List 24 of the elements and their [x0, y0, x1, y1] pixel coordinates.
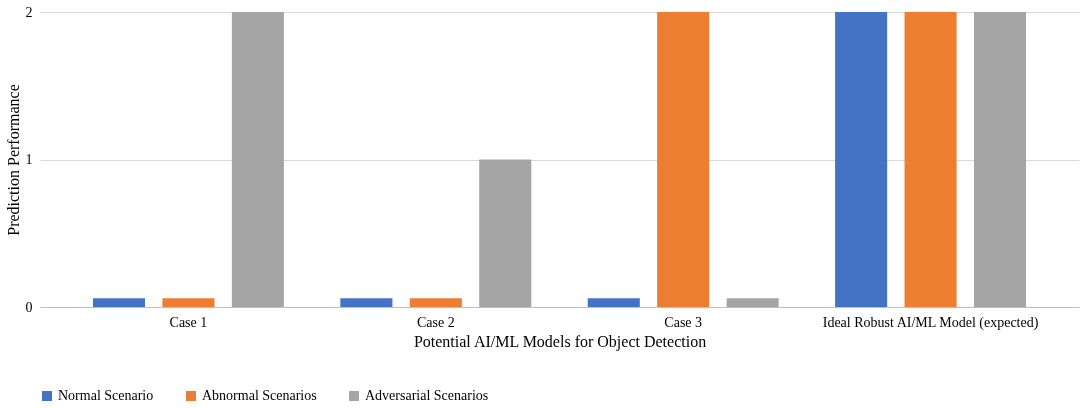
bar: [904, 12, 957, 307]
bar: [231, 12, 284, 307]
bar: [340, 298, 393, 307]
bar: [835, 12, 888, 307]
bar: [409, 298, 462, 307]
bar: [973, 12, 1027, 307]
y-tick-label: 2: [25, 4, 33, 20]
bar: [587, 298, 640, 307]
x-axis-title: Potential AI/ML Models for Object Detection: [413, 332, 707, 351]
x-tick-label: Ideal Robust AI/ML Model (expected): [822, 314, 1039, 331]
legend-label: Adversarial Scenarios: [365, 388, 489, 403]
y-tick-label: 1: [25, 152, 33, 167]
x-tick-label: Case 1: [169, 314, 208, 330]
bar: [92, 298, 146, 307]
bar: [726, 298, 779, 307]
legend-label: Abnormal Scenarios: [202, 388, 317, 403]
bar: [162, 298, 215, 307]
legend-label: Normal Scenario: [58, 388, 154, 403]
x-tick-label: Case 2: [416, 314, 455, 330]
bar: [479, 159, 532, 307]
y-axis-title: Prediction Performance: [4, 84, 22, 236]
y-tick-label: 0: [25, 299, 33, 315]
x-tick-label: Case 3: [664, 314, 703, 330]
bar: [657, 12, 710, 307]
